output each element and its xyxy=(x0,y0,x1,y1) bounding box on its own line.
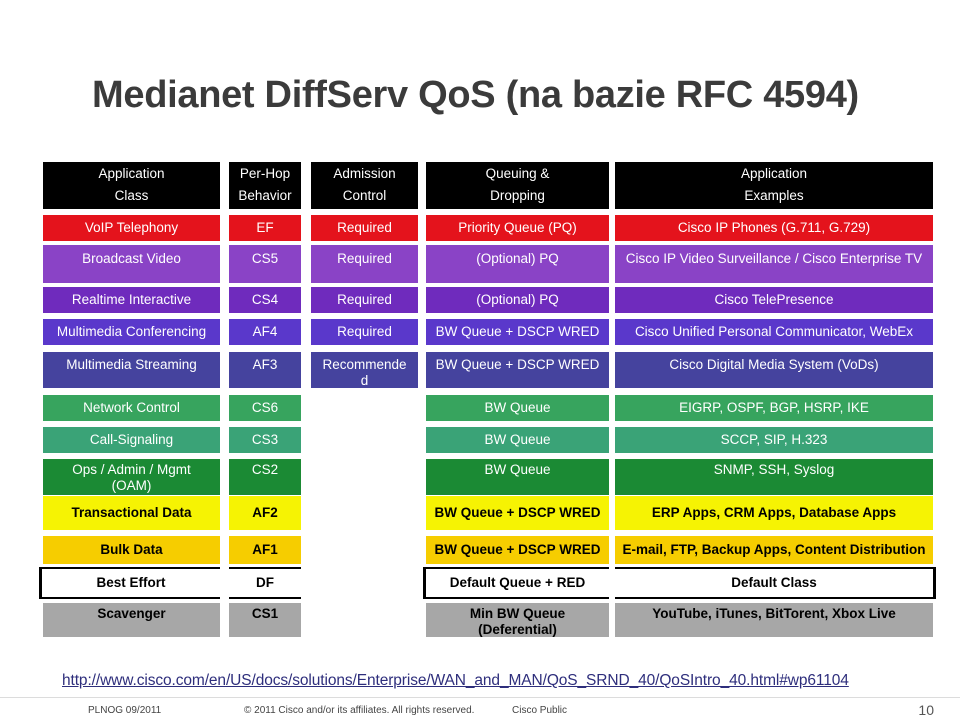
header-app-class-line2: Class xyxy=(114,188,149,203)
row-multimedia-streaming-admission: Recommended xyxy=(311,352,418,388)
row-transactional-data-phb: AF2 xyxy=(229,496,301,530)
row-broadcast-video-queuing: (Optional) PQ xyxy=(426,245,609,283)
header-admission-line1: Admission xyxy=(333,166,396,181)
footer-divider xyxy=(0,697,960,698)
header-examples: Application Examples xyxy=(615,162,933,209)
header-examples-line2: Examples xyxy=(744,188,804,203)
row-multimedia-streaming-examples: Cisco Digital Media System (VoDs) xyxy=(615,352,933,388)
row-call-signaling-phb: CS3 xyxy=(229,427,301,453)
row-broadcast-video-admission: Required xyxy=(311,245,418,283)
row-best-effort-examples: Default Class xyxy=(615,567,936,599)
row-transactional-data-queuing: BW Queue + DSCP WRED xyxy=(426,496,609,530)
page-number: 10 xyxy=(918,702,934,718)
row-voip-phb: EF xyxy=(229,215,301,241)
reference-link[interactable]: http://www.cisco.com/en/US/docs/solution… xyxy=(62,672,849,689)
row-voip-examples: Cisco IP Phones (G.711, G.729) xyxy=(615,215,933,241)
row-multimedia-streaming-phb: AF3 xyxy=(229,352,301,388)
row-best-effort-queuing: Default Queue + RED xyxy=(423,567,609,599)
header-queuing-line1: Queuing & xyxy=(485,166,550,181)
row-voip-app-class: VoIP Telephony xyxy=(43,215,220,241)
row-best-effort-phb: DF xyxy=(229,567,301,599)
top-bar xyxy=(0,0,960,66)
row-oam-queuing: BW Queue xyxy=(426,459,609,495)
row-network-control-queuing: BW Queue xyxy=(426,395,609,421)
row-network-control-examples: EIGRP, OSPF, BGP, HSRP, IKE xyxy=(615,395,933,421)
row-voip-admission: Required xyxy=(311,215,418,241)
row-multimedia-conferencing-queuing: BW Queue + DSCP WRED xyxy=(426,319,609,345)
row-broadcast-video-phb: CS5 xyxy=(229,245,301,283)
row-multimedia-conferencing-admission: Required xyxy=(311,319,418,345)
row-multimedia-streaming-queuing: BW Queue + DSCP WRED xyxy=(426,352,609,388)
header-queuing-line2: Dropping xyxy=(490,188,545,203)
header-app-class: Application Class xyxy=(43,162,220,209)
row-call-signaling-app-class: Call-Signaling xyxy=(43,427,220,453)
header-phb-line2: Behavior xyxy=(238,188,292,203)
header-app-class-line1: Application xyxy=(98,166,165,181)
row-bulk-data-app-class: Bulk Data xyxy=(43,536,220,564)
header-queuing: Queuing & Dropping xyxy=(426,162,609,209)
row-realtime-interactive-app-class: Realtime Interactive xyxy=(43,287,220,313)
row-scavenger-app-class: Scavenger xyxy=(43,603,220,637)
header-admission: Admission Control xyxy=(311,162,418,209)
row-realtime-interactive-phb: CS4 xyxy=(229,287,301,313)
header-admission-line2: Control xyxy=(342,188,387,203)
row-multimedia-conferencing-phb: AF4 xyxy=(229,319,301,345)
row-bulk-data-phb: AF1 xyxy=(229,536,301,564)
row-realtime-interactive-examples: Cisco TelePresence xyxy=(615,287,933,313)
slide-title: Medianet DiffServ QoS (na bazie RFC 4594… xyxy=(92,74,859,116)
row-realtime-interactive-admission: Required xyxy=(311,287,418,313)
footer-event: PLNOG 09/2011 xyxy=(88,705,162,716)
row-bulk-data-queuing: BW Queue + DSCP WRED xyxy=(426,536,609,564)
row-voip-queuing: Priority Queue (PQ) xyxy=(426,215,609,241)
row-transactional-data-app-class: Transactional Data xyxy=(43,496,220,530)
row-scavenger-queuing: Min BW Queue (Deferential) xyxy=(426,603,609,637)
row-oam-phb: CS2 xyxy=(229,459,301,495)
footer-copyright: © 2011 Cisco and/or its affiliates. All … xyxy=(244,705,475,716)
row-network-control-app-class: Network Control xyxy=(43,395,220,421)
row-call-signaling-queuing: BW Queue xyxy=(426,427,609,453)
row-multimedia-conferencing-app-class: Multimedia Conferencing xyxy=(43,319,220,345)
header-phb: Per-Hop Behavior xyxy=(229,162,301,209)
row-scavenger-phb: CS1 xyxy=(229,603,301,637)
row-transactional-data-examples: ERP Apps, CRM Apps, Database Apps xyxy=(615,496,933,530)
row-best-effort-app-class: Best Effort xyxy=(39,567,220,599)
header-phb-line1: Per-Hop xyxy=(239,166,291,181)
row-network-control-phb: CS6 xyxy=(229,395,301,421)
row-bulk-data-examples: E-mail, FTP, Backup Apps, Content Distri… xyxy=(615,536,933,564)
header-examples-line1: Application xyxy=(740,166,808,181)
row-oam-app-class: Ops / Admin / Mgmt (OAM) xyxy=(43,459,220,495)
footer-classification: Cisco Public xyxy=(512,705,568,716)
row-scavenger-examples: YouTube, iTunes, BitTorent, Xbox Live xyxy=(615,603,933,637)
row-broadcast-video-examples: Cisco IP Video Surveillance / Cisco Ente… xyxy=(615,245,933,283)
row-multimedia-streaming-app-class: Multimedia Streaming xyxy=(43,352,220,388)
row-broadcast-video-app-class: Broadcast Video xyxy=(43,245,220,283)
row-realtime-interactive-queuing: (Optional) PQ xyxy=(426,287,609,313)
row-call-signaling-examples: SCCP, SIP, H.323 xyxy=(615,427,933,453)
row-multimedia-conferencing-examples: Cisco Unified Personal Communicator, Web… xyxy=(615,319,933,345)
row-oam-examples: SNMP, SSH, Syslog xyxy=(615,459,933,495)
